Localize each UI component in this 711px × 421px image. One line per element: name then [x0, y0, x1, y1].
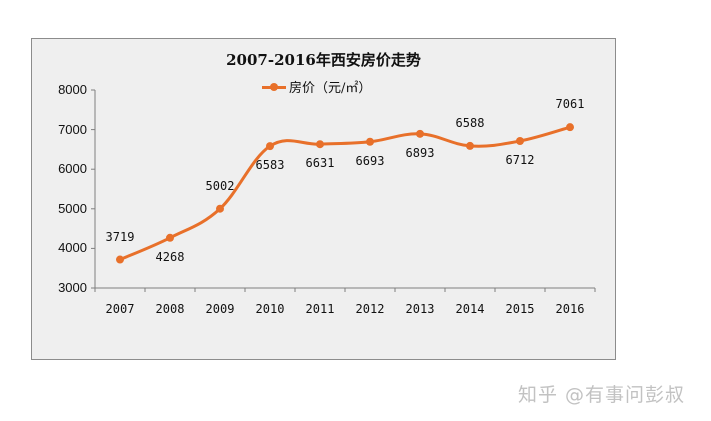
data-label: 6712: [505, 153, 535, 167]
data-point-marker: [116, 255, 124, 264]
legend-label: 房价（元/㎡）: [289, 81, 372, 96]
legend-line-marker-icon: [262, 81, 286, 93]
data-point-marker: [166, 233, 174, 242]
x-tick-label: 2009: [205, 302, 235, 316]
data-point-marker: [366, 137, 374, 146]
data-label: 4268: [155, 249, 185, 264]
data-label: 6631: [305, 156, 335, 171]
data-point-marker: [316, 140, 324, 149]
x-tick-label: 2011: [305, 302, 335, 316]
price-line: [118, 125, 572, 262]
x-tick-label: 2010: [255, 302, 285, 316]
data-label: 7061: [555, 97, 585, 112]
x-tick-label: 2007: [105, 302, 135, 316]
data-point-marker: [416, 129, 424, 138]
y-tick-label: 5000: [58, 200, 87, 216]
data-label: 6588: [455, 115, 485, 130]
y-tick-label: 3000: [58, 280, 87, 295]
legend: 房价（元/㎡）: [262, 77, 371, 96]
data-point-marker: [566, 123, 574, 132]
chart-area: 2007-2016年西安房价走势 房价（元/㎡）: [31, 38, 616, 360]
data-point-marker: [266, 142, 274, 151]
y-tick-label: 8000: [58, 82, 87, 97]
data-label: 6693: [355, 153, 385, 168]
x-tick-label: 2014: [455, 302, 485, 316]
x-tick-label: 2008: [155, 302, 185, 316]
zhihu-watermark: 知乎 @有事问彭叔: [518, 384, 686, 406]
x-tick-label: 2015: [505, 302, 535, 316]
x-tick-label: 2012: [355, 302, 385, 316]
chart-title: 2007-2016年西安房价走势: [226, 51, 421, 69]
data-label: 6893: [405, 145, 435, 160]
y-tick-label: 6000: [58, 161, 87, 177]
data-label: 6583: [255, 158, 285, 173]
data-point-marker: [516, 137, 524, 146]
y-tick-label: 7000: [58, 121, 87, 137]
y-tick-label: 4000: [58, 240, 87, 256]
data-point-marker: [466, 141, 474, 150]
data-point-marker: [216, 204, 224, 213]
data-label: 3719: [105, 229, 135, 244]
x-tick-label: 2016: [555, 302, 585, 316]
x-tick-label: 2013: [405, 302, 435, 316]
data-label: 5002: [205, 178, 235, 193]
